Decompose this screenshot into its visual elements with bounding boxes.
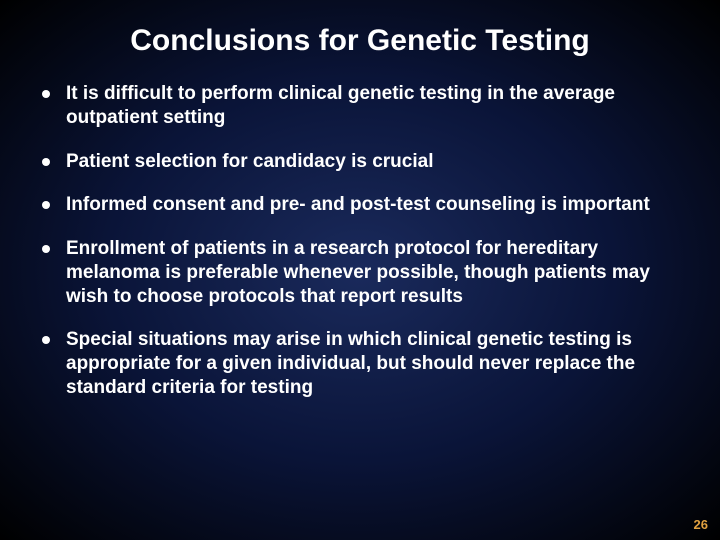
page-number: 26 — [694, 517, 708, 532]
bullet-item: Patient selection for candidacy is cruci… — [40, 150, 680, 174]
bullet-item: Informed consent and pre- and post-test … — [40, 193, 680, 217]
bullet-item: Enrollment of patients in a research pro… — [40, 237, 680, 308]
bullet-list: It is difficult to perform clinical gene… — [40, 82, 680, 400]
bullet-item: Special situations may arise in which cl… — [40, 328, 680, 399]
bullet-item: It is difficult to perform clinical gene… — [40, 82, 680, 130]
slide-title: Conclusions for Genetic Testing — [40, 24, 680, 58]
slide-container: Conclusions for Genetic Testing It is di… — [0, 0, 720, 400]
